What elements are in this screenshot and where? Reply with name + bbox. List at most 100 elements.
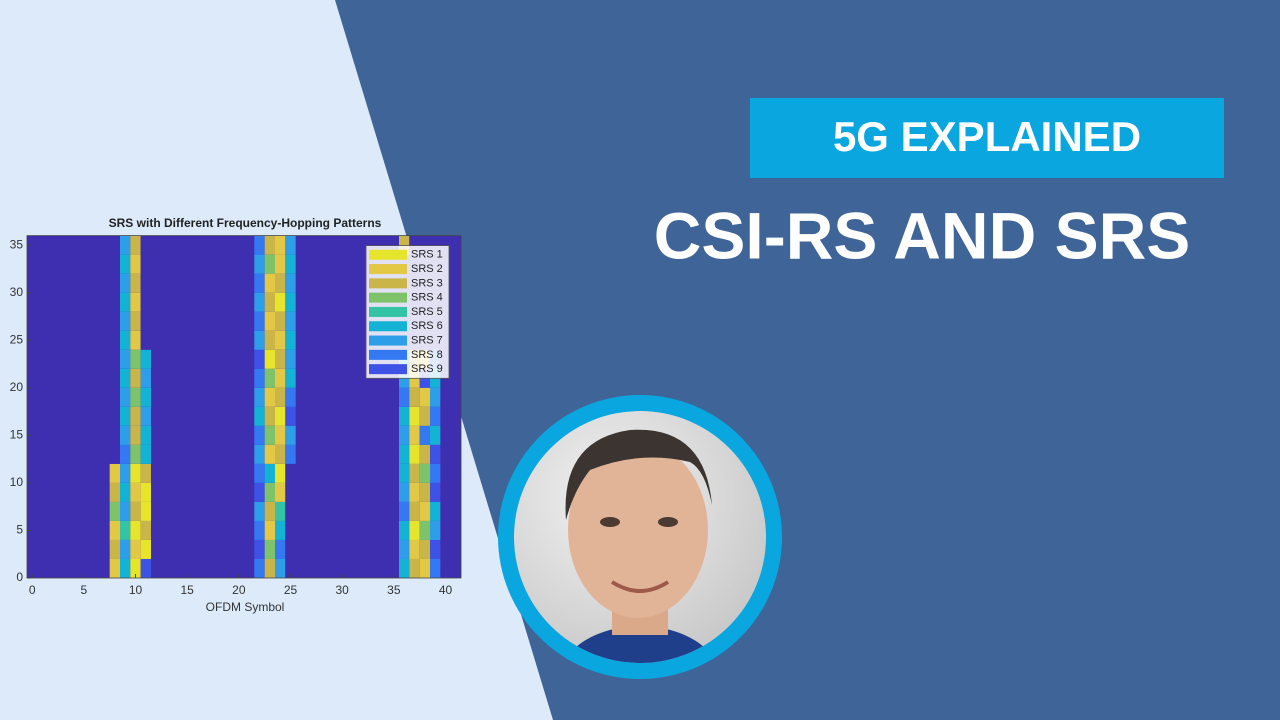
heatmap-cell [109,463,120,483]
axes-frame [26,235,462,579]
heatmap-cell [275,539,286,559]
heatmap-cell [140,235,151,255]
heatmap-cell [419,425,430,445]
heatmap-cell [130,520,141,540]
x-tick-label: 5 [80,583,87,597]
heatmap-cell [409,387,420,407]
heatmap-cell [264,387,275,407]
heatmap-cell [254,520,265,540]
legend-label: SRS 6 [411,320,443,332]
y-tick-label: 30 [10,285,24,299]
heatmap-cell [140,444,151,464]
y-tick-label: 5 [16,523,23,537]
heatmap-cell [130,387,141,407]
heatmap-cell [130,425,141,445]
legend-swatch [369,278,407,289]
legend-label: SRS 7 [411,334,443,346]
heatmap-cell [140,406,151,426]
heatmap-cell [140,558,151,578]
heatmap-cell [254,368,265,388]
legend-label: SRS 8 [411,349,443,361]
heatmap-cell [254,482,265,502]
heatmap-cell [399,387,410,407]
heatmap-cell [254,273,265,293]
heatmap-cell [275,311,286,331]
heatmap-cell [285,349,296,369]
heatmap-cell [430,520,441,540]
heatmap-cell [254,558,265,578]
heatmap-cell [419,444,430,464]
heatmap-cell [140,520,151,540]
heatmap-cell [419,558,430,578]
heatmap-cell [109,482,120,502]
heatmap-cell [430,406,441,426]
heatmap-cell [140,463,151,483]
heatmap-cell [130,235,141,255]
heatmap-cell [254,387,265,407]
heatmap-cell [109,235,120,255]
legend-swatch [369,321,407,332]
heatmap-cell [409,539,420,559]
heatmap-cell [254,444,265,464]
y-tick-label: 0 [16,570,23,584]
heatmap-cell [109,387,120,407]
heatmap-cell [140,387,151,407]
heatmap-cell [285,292,296,312]
heatmap-cell [430,482,441,502]
heatmap-cell [409,520,420,540]
legend-swatch [369,249,407,260]
heatmap-cell [264,330,275,350]
heatmap-cell [430,235,441,255]
heatmap-cell [130,482,141,502]
heatmap-cell [130,292,141,312]
heatmap-cell [130,254,141,274]
x-tick-label: 40 [439,583,453,597]
legend-label: SRS 2 [411,263,443,275]
heatmap-cell [285,558,296,578]
chart-title: SRS with Different Frequency-Hopping Pat… [109,216,382,230]
heatmap-cell [275,273,286,293]
heatmap-cell [285,273,296,293]
heatmap-cell [109,558,120,578]
heatmap-cell [254,501,265,521]
legend-swatch [369,364,407,375]
heatmap-cell [120,368,131,388]
x-axis-label: OFDM Symbol [206,600,285,614]
heatmap-cell [399,482,410,502]
heatmap-cell [430,425,441,445]
heatmap-cell [275,406,286,426]
heatmap-cell [430,444,441,464]
heatmap-cell [285,254,296,274]
heatmap-cell [409,558,420,578]
heatmap-cell [120,349,131,369]
heatmap-cell [275,292,286,312]
heatmap-cell [130,539,141,559]
heatmap-cell [254,349,265,369]
x-tick-label: 25 [284,583,298,597]
heatmap-cell [140,425,151,445]
heatmap-cell [120,292,131,312]
heatmap-cell [140,330,151,350]
heatmap-cell [285,235,296,255]
heatmap-cell [264,292,275,312]
heatmap-cell [140,539,151,559]
heatmap-cell [430,558,441,578]
heatmap-cell [264,463,275,483]
heatmap-cell [130,501,141,521]
heatmap-cell [430,463,441,483]
heatmap-cell [130,311,141,331]
heatmap-cell [409,482,420,502]
face [568,442,708,618]
heatmap-cell [120,425,131,445]
heatmap-cell [285,387,296,407]
legend-label: SRS 3 [411,277,443,289]
chart: SRS with Different Frequency-Hopping Pat… [10,216,462,614]
heatmap-cell [419,463,430,483]
heatmap-cell [419,520,430,540]
heatmap-cell [275,387,286,407]
heatmap-cell [109,349,120,369]
hair [565,429,712,520]
heatmap-cell [275,463,286,483]
heatmap-cell [130,463,141,483]
heatmap-cell [109,292,120,312]
